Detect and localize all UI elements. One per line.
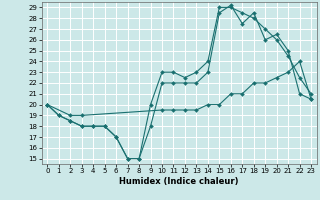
- X-axis label: Humidex (Indice chaleur): Humidex (Indice chaleur): [119, 177, 239, 186]
